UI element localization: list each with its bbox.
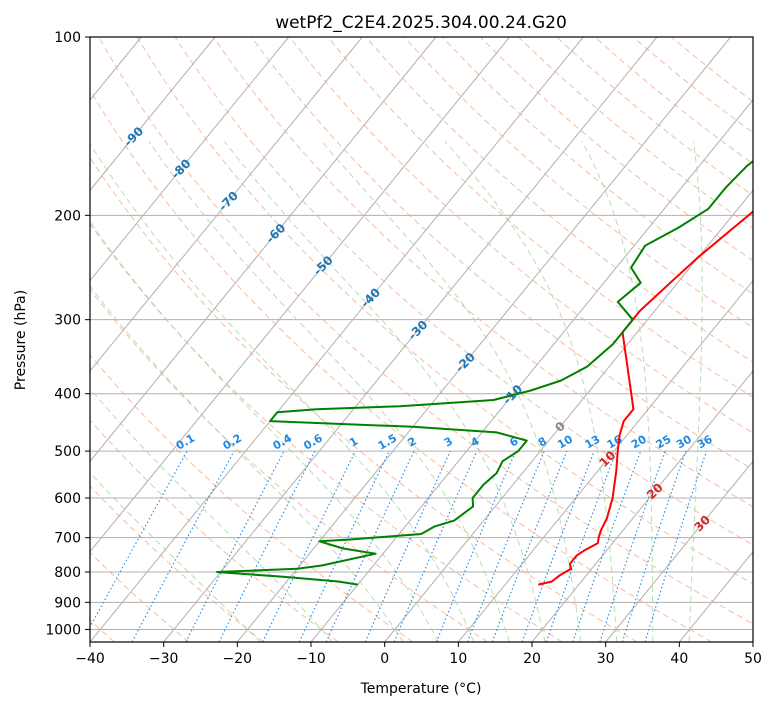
- x-tick-label: −40: [75, 651, 105, 667]
- y-tick-label: 300: [54, 313, 81, 329]
- y-tick-label: 600: [54, 491, 81, 507]
- x-tick-label: 40: [670, 651, 688, 667]
- y-tick-label: 100: [54, 30, 81, 46]
- y-tick-label: 400: [54, 387, 81, 403]
- x-tick-label: 10: [449, 651, 467, 667]
- x-tick-label: 30: [597, 651, 615, 667]
- y-tick-label: 500: [54, 444, 81, 460]
- y-tick-label: 1000: [45, 622, 81, 638]
- y-tick-label: 800: [54, 565, 81, 581]
- y-tick-label: 700: [54, 531, 81, 547]
- x-tick-label: 50: [744, 651, 762, 667]
- y-axis-label: Pressure (hPa): [13, 290, 29, 390]
- x-tick-label: −20: [223, 651, 253, 667]
- chart-title: wetPf2_C2E4.2025.304.00.24.G20: [275, 13, 567, 33]
- y-tick-label: 200: [54, 208, 81, 224]
- x-tick-label: 0: [380, 651, 389, 667]
- x-tick-label: 20: [523, 651, 541, 667]
- y-tick-label: 900: [54, 595, 81, 611]
- x-tick-label: −10: [296, 651, 326, 667]
- x-axis-label: Temperature (°C): [360, 681, 482, 697]
- x-tick-label: −30: [149, 651, 179, 667]
